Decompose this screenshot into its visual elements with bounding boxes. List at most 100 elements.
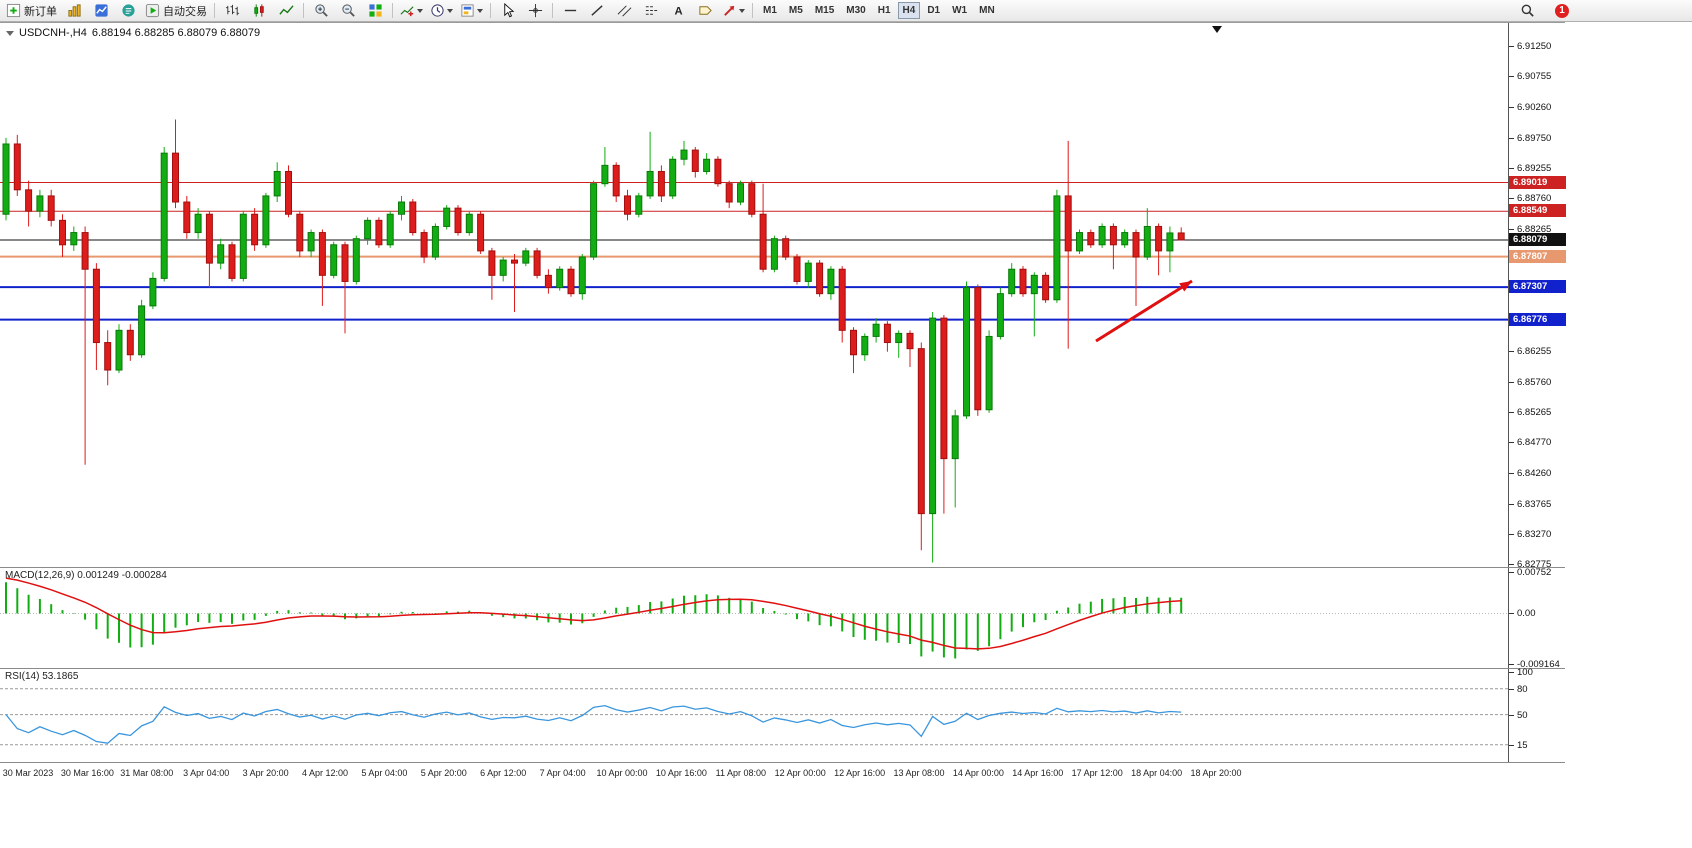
candle (454, 205, 462, 236)
charts-button[interactable] (61, 1, 87, 21)
line-chart-type-button[interactable] (273, 1, 299, 21)
toolbar-separator (303, 3, 304, 18)
price-tag: 6.86776 (1509, 312, 1566, 326)
rsi-chart-canvas[interactable] (0, 669, 1508, 762)
zoom-out-button[interactable] (335, 1, 361, 21)
candle (138, 299, 146, 358)
candle (228, 241, 236, 282)
candle (940, 315, 948, 514)
price-axis-label: 6.83765 (1508, 498, 1552, 510)
toolbar-separator (752, 3, 753, 18)
crosshair-tool-button[interactable] (522, 1, 548, 21)
time-axis-label: 31 Mar 08:00 (120, 768, 174, 778)
collapse-triangle-icon[interactable] (6, 30, 14, 36)
zoom-out-icon (341, 4, 355, 17)
indicators-button[interactable] (397, 1, 426, 21)
price-axis-label: 6.90755 (1508, 71, 1552, 83)
candle (409, 198, 417, 236)
bars-chart-type-button[interactable] (219, 1, 245, 21)
candle (816, 260, 824, 297)
auto-trading-label: 自动交易 (163, 5, 207, 18)
market-watch-button[interactable] (88, 1, 114, 21)
candle (544, 269, 552, 294)
candle (601, 147, 609, 187)
text-tool-button[interactable]: A (665, 1, 691, 21)
timeframe-h4[interactable]: H4 (897, 2, 921, 19)
fibonacci-icon (645, 6, 657, 15)
line-chart-icon (278, 5, 294, 15)
candle (1030, 272, 1038, 337)
price-tag: 6.87307 (1509, 280, 1566, 294)
search-button[interactable] (1514, 1, 1540, 21)
rsi-axis[interactable]: 100 80 50 15 (1508, 667, 1566, 762)
timeframe-h1[interactable]: H1 (877, 5, 891, 16)
candle (149, 272, 157, 309)
candle (341, 241, 349, 334)
price-axis-label: 6.86255 (1508, 346, 1552, 358)
timeframe-d1[interactable]: D1 (927, 5, 941, 16)
new-order-button[interactable]: 新订单 (3, 1, 60, 21)
candle (895, 330, 903, 358)
tile-windows-icon (368, 4, 382, 17)
price-axis-label: 6.88265 (1508, 223, 1552, 235)
trend-arrow-head-icon (1179, 281, 1192, 292)
templates-button[interactable] (457, 1, 486, 21)
timeframe-m1[interactable]: M1 (763, 5, 777, 16)
candlestick-chart-canvas[interactable] (0, 23, 1508, 568)
cursor-tool-button[interactable] (495, 1, 521, 21)
zoom-in-icon (314, 4, 328, 17)
arrows-tool-button[interactable] (719, 1, 748, 21)
periods-button[interactable] (427, 1, 456, 21)
chart-shift-marker-icon[interactable] (1212, 26, 1222, 33)
candle (205, 211, 213, 288)
candlestick-chart-type-button[interactable] (246, 1, 272, 21)
time-axis[interactable]: 30 Mar 2023 30 Mar 16:00 31 Mar 08:00 3 Apr… (0, 762, 1565, 785)
price-axis[interactable]: 6.91250 6.90755 6.90260 6.89750 6.89255 6.887… (1508, 23, 1566, 570)
candle (929, 311, 937, 563)
candle (861, 333, 869, 361)
fibonacci-tool-button[interactable] (638, 1, 664, 21)
time-axis-label: 30 Mar 2023 (2, 768, 54, 778)
tile-windows-button[interactable] (362, 1, 388, 21)
trendline-tool-button[interactable] (584, 1, 610, 21)
macd-axis[interactable]: 0.00752 0.00 -0.009164 (1508, 567, 1566, 670)
timeframe-mn[interactable]: MN (979, 5, 995, 16)
candle (1087, 229, 1095, 248)
label-tool-button[interactable] (692, 1, 718, 21)
timeframe-m15[interactable]: M15 (814, 5, 835, 16)
arrow-shape-icon (724, 5, 735, 16)
auto-trading-button[interactable]: 自动交易 (142, 1, 210, 21)
data-window-button[interactable] (115, 1, 141, 21)
candle (770, 235, 778, 273)
candle (239, 211, 247, 282)
price-tag: 6.88079 (1509, 232, 1566, 246)
candle (578, 253, 586, 300)
channel-tool-button[interactable] (611, 1, 637, 21)
macd-chart-canvas[interactable] (0, 568, 1508, 668)
clock-icon (431, 4, 444, 17)
candle (296, 211, 304, 258)
candle (285, 165, 292, 218)
zoom-in-button[interactable] (308, 1, 334, 21)
macd-signal-line (5, 577, 1182, 650)
candle (36, 189, 44, 218)
candle (420, 229, 428, 264)
horizontal-line-tool-button[interactable] (557, 1, 583, 21)
candle (646, 131, 654, 199)
symbol-period-label: USDCNH-,H4 (19, 27, 87, 39)
trend-arrow-annotation[interactable] (1095, 279, 1193, 343)
timeframe-m5[interactable]: M5 (788, 5, 803, 16)
svg-text:A: A (674, 5, 682, 17)
candle (465, 211, 473, 236)
timeframe-w1[interactable]: W1 (952, 5, 968, 16)
timeframe-m30[interactable]: M30 (846, 5, 866, 16)
candle (567, 266, 575, 297)
candle (838, 266, 846, 343)
price-axis-label: 6.91250 (1508, 41, 1552, 53)
candle (364, 217, 372, 245)
candle (590, 180, 598, 261)
candle (251, 208, 259, 251)
notification-badge[interactable]: 1 (1555, 3, 1569, 18)
time-axis-label: 13 Apr 08:00 (893, 768, 945, 778)
market-watch-icon (94, 4, 108, 17)
